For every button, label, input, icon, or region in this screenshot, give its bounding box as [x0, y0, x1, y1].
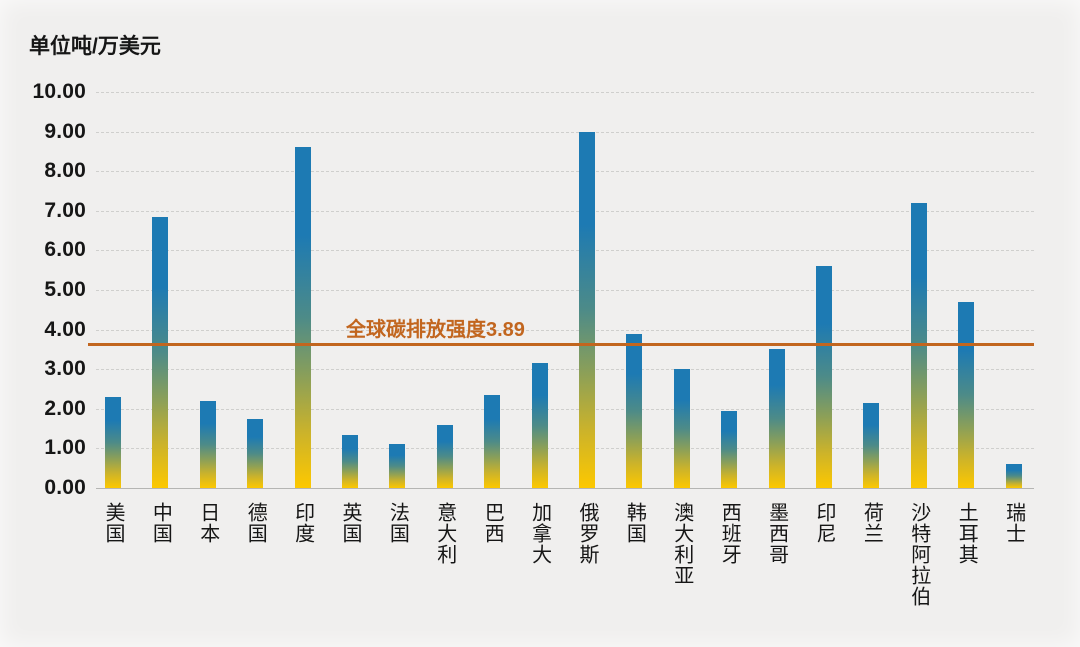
y-tick-label: 4.00 [44, 317, 86, 341]
y-tick-label: 2.00 [44, 396, 86, 420]
x-axis-label: 意大利 [433, 502, 456, 565]
x-axis-line [96, 488, 1034, 489]
y-tick-label: 7.00 [44, 198, 86, 222]
gridline [96, 131, 1034, 133]
x-axis: 美国 中国 日本 德国 印度 英国 法国 意大利 巴西 加拿大 俄罗斯 韩国 澳大利亚 西班牙 墨西哥 印尼荷… [96, 502, 1034, 647]
x-axis-label: 德国 [244, 502, 267, 544]
y-tick-label: 8.00 [44, 159, 86, 183]
y-tick-label: 9.00 [44, 119, 86, 143]
bar [531, 363, 548, 488]
x-axis-label: 韩国 [623, 502, 646, 544]
gridline [96, 290, 1034, 291]
x-axis-label: 澳大利亚 [670, 502, 693, 586]
gridline [96, 92, 1034, 93]
gridline [96, 250, 1034, 252]
bar [389, 444, 406, 488]
y-tick-label: 3.00 [44, 357, 86, 381]
gridline [96, 171, 1034, 173]
x-axis-label: 荷兰 [860, 502, 883, 544]
gridline [96, 210, 1034, 212]
bar [768, 349, 785, 488]
bar [436, 424, 453, 488]
gridline [96, 448, 1034, 450]
bar [152, 216, 169, 488]
reference-line [88, 342, 1034, 346]
bar [721, 410, 738, 488]
y-axis-unit-label: 单位吨/万美元 [29, 35, 161, 58]
x-axis-label: 俄罗斯 [576, 502, 598, 565]
x-axis-label: 印尼 [813, 502, 835, 544]
gridline [96, 369, 1034, 371]
bar [294, 147, 311, 488]
bar [342, 434, 358, 488]
x-axis-label: 印度 [291, 502, 314, 544]
x-axis-label: 英国 [339, 502, 361, 544]
x-axis-label: 中国 [149, 502, 172, 544]
x-axis-label: 日本 [196, 502, 219, 544]
reference-line-label: 全球碳排放强度3.89 [346, 318, 525, 341]
bar [958, 301, 975, 488]
bar [816, 266, 832, 488]
bar [199, 400, 216, 488]
bar [1005, 464, 1022, 488]
bar [579, 131, 595, 488]
y-tick-label: 5.00 [44, 278, 86, 301]
x-axis-label: 美国 [102, 502, 124, 544]
y-tick-label: 10.00 [32, 80, 86, 103]
bar [247, 418, 264, 488]
y-tick-label: 1.00 [44, 436, 86, 460]
x-axis-label: 法国 [386, 502, 409, 544]
x-axis-label: 加拿大 [528, 502, 551, 565]
gridline [96, 408, 1034, 410]
x-axis-label: 西班牙 [718, 502, 741, 565]
bar [626, 333, 643, 488]
bar [484, 394, 501, 488]
y-tick-label: 6.00 [44, 238, 86, 262]
x-axis-label: 瑞士 [1002, 502, 1025, 544]
x-axis-label: 巴西 [481, 502, 504, 544]
plot-area: 全球碳排放强度3.89 [88, 92, 1034, 489]
gridline [96, 329, 1034, 331]
bar [105, 396, 121, 488]
x-axis-label: 沙特阿拉伯 [907, 502, 930, 607]
y-tick-label: 0.00 [44, 476, 86, 499]
x-axis-label: 墨西哥 [765, 502, 788, 565]
x-axis-label: 土耳其 [955, 502, 978, 565]
bar [673, 369, 690, 488]
y-axis: 10.00 9.00 8.00 7.00 6.00 5.00 4.00 3.00 2.00 1.0… [0, 80, 86, 499]
bar [863, 402, 880, 488]
